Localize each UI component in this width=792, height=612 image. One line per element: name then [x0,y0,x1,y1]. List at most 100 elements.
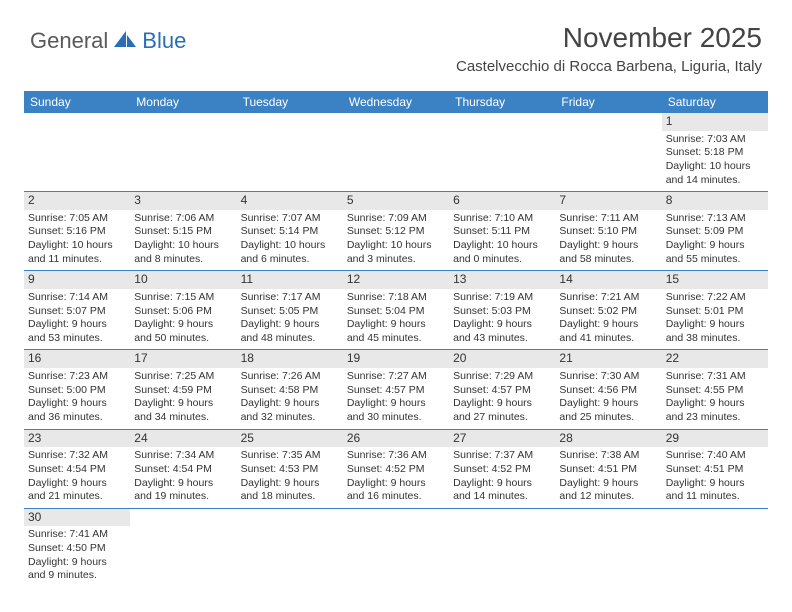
day-info-line: Sunset: 5:10 PM [559,225,657,239]
day-number: 10 [130,271,236,289]
logo-text-general: General [30,28,108,54]
day-info-line: Sunrise: 7:06 AM [134,212,232,226]
day-number: 7 [555,192,661,210]
day-info-line: Sunset: 4:56 PM [559,384,657,398]
day-info-line: Sunrise: 7:23 AM [28,370,126,384]
day-info-line: Daylight: 10 hours [241,239,339,253]
day-number: 20 [449,350,555,368]
day-header: Sunday [24,91,130,113]
calendar-cell: 13Sunrise: 7:19 AMSunset: 5:03 PMDayligh… [449,271,555,350]
day-info-line: Sunset: 5:16 PM [28,225,126,239]
day-info-line: and 32 minutes. [241,411,339,425]
day-number: 30 [24,509,130,527]
day-info-line: and 21 minutes. [28,490,126,504]
calendar-cell: 14Sunrise: 7:21 AMSunset: 5:02 PMDayligh… [555,271,661,350]
day-info-line: Sunrise: 7:36 AM [347,449,445,463]
day-info-line: Sunrise: 7:19 AM [453,291,551,305]
day-info-line: Sunrise: 7:26 AM [241,370,339,384]
calendar-cell [555,508,661,587]
title-block: November 2025 Castelvecchio di Rocca Bar… [456,22,762,75]
calendar-cell: 9Sunrise: 7:14 AMSunset: 5:07 PMDaylight… [24,271,130,350]
day-number: 8 [662,192,768,210]
calendar-cell [237,508,343,587]
month-title: November 2025 [456,22,762,54]
day-number: 24 [130,430,236,448]
calendar-cell [24,113,130,192]
day-info-line: Sunset: 5:00 PM [28,384,126,398]
calendar-row: 2Sunrise: 7:05 AMSunset: 5:16 PMDaylight… [24,192,768,271]
day-info-line: and 45 minutes. [347,332,445,346]
day-info-line: and 12 minutes. [559,490,657,504]
day-info-line: Sunrise: 7:30 AM [559,370,657,384]
day-info-line: Daylight: 9 hours [28,477,126,491]
day-number: 26 [343,430,449,448]
calendar-cell: 5Sunrise: 7:09 AMSunset: 5:12 PMDaylight… [343,192,449,271]
day-number: 17 [130,350,236,368]
day-info-line: Sunset: 4:52 PM [347,463,445,477]
day-info-line: and 14 minutes. [666,174,764,188]
day-info-line: Sunrise: 7:05 AM [28,212,126,226]
day-info-line: Daylight: 9 hours [453,318,551,332]
day-info-line: and 38 minutes. [666,332,764,346]
day-info-line: Daylight: 9 hours [666,239,764,253]
day-info-line: and 11 minutes. [666,490,764,504]
day-info-line: and 3 minutes. [347,253,445,267]
day-number: 2 [24,192,130,210]
day-info-line: Sunrise: 7:22 AM [666,291,764,305]
day-header-row: Sunday Monday Tuesday Wednesday Thursday… [24,91,768,113]
day-info-line: Daylight: 10 hours [28,239,126,253]
day-info-line: Daylight: 9 hours [28,556,126,570]
logo-sail-icon [112,29,138,49]
day-info-line: Sunrise: 7:18 AM [347,291,445,305]
calendar-cell: 8Sunrise: 7:13 AMSunset: 5:09 PMDaylight… [662,192,768,271]
day-number: 14 [555,271,661,289]
day-number: 28 [555,430,661,448]
calendar-cell [343,508,449,587]
day-info-line: Sunset: 4:54 PM [28,463,126,477]
calendar-cell [130,508,236,587]
day-info-line: and 19 minutes. [134,490,232,504]
calendar-cell: 19Sunrise: 7:27 AMSunset: 4:57 PMDayligh… [343,350,449,429]
calendar-cell: 20Sunrise: 7:29 AMSunset: 4:57 PMDayligh… [449,350,555,429]
day-info-line: Sunrise: 7:03 AM [666,133,764,147]
day-info-line: Sunset: 5:07 PM [28,305,126,319]
calendar-cell: 12Sunrise: 7:18 AMSunset: 5:04 PMDayligh… [343,271,449,350]
day-info-line: Sunset: 4:55 PM [666,384,764,398]
day-number: 15 [662,271,768,289]
day-info-line: Daylight: 9 hours [241,397,339,411]
day-info-line: Daylight: 9 hours [559,239,657,253]
day-number: 23 [24,430,130,448]
day-info-line: and 43 minutes. [453,332,551,346]
day-info-line: Sunrise: 7:37 AM [453,449,551,463]
day-info-line: Sunrise: 7:35 AM [241,449,339,463]
day-info-line: Sunset: 4:52 PM [453,463,551,477]
day-info-line: Sunset: 5:14 PM [241,225,339,239]
day-info-line: Daylight: 9 hours [559,397,657,411]
day-number: 16 [24,350,130,368]
day-info-line: Sunset: 5:01 PM [666,305,764,319]
day-number: 18 [237,350,343,368]
calendar-cell: 25Sunrise: 7:35 AMSunset: 4:53 PMDayligh… [237,429,343,508]
calendar-cell: 27Sunrise: 7:37 AMSunset: 4:52 PMDayligh… [449,429,555,508]
calendar-cell: 3Sunrise: 7:06 AMSunset: 5:15 PMDaylight… [130,192,236,271]
day-info-line: Sunrise: 7:21 AM [559,291,657,305]
day-number: 19 [343,350,449,368]
day-header: Friday [555,91,661,113]
calendar-cell [555,113,661,192]
day-header: Tuesday [237,91,343,113]
calendar-cell: 23Sunrise: 7:32 AMSunset: 4:54 PMDayligh… [24,429,130,508]
day-info-line: and 18 minutes. [241,490,339,504]
day-info-line: Sunset: 5:02 PM [559,305,657,319]
calendar-cell [130,113,236,192]
day-info-line: Daylight: 10 hours [347,239,445,253]
day-info-line: Sunrise: 7:10 AM [453,212,551,226]
day-info-line: and 48 minutes. [241,332,339,346]
day-info-line: Daylight: 9 hours [347,477,445,491]
day-info-line: Daylight: 9 hours [28,318,126,332]
day-info-line: Sunrise: 7:32 AM [28,449,126,463]
day-info-line: and 41 minutes. [559,332,657,346]
calendar-cell: 28Sunrise: 7:38 AMSunset: 4:51 PMDayligh… [555,429,661,508]
calendar-cell [449,113,555,192]
day-number: 22 [662,350,768,368]
day-info-line: Sunrise: 7:29 AM [453,370,551,384]
